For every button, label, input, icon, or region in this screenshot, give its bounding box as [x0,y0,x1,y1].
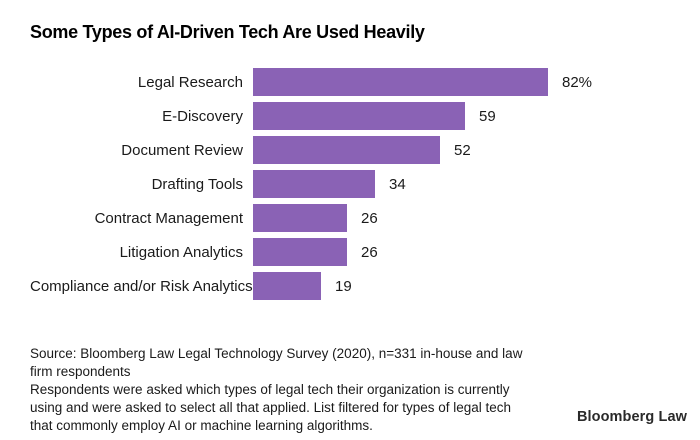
footnote-note-line: Respondents were asked which types of le… [30,382,510,397]
bar [253,204,347,232]
footnote-note-line: that commonly employ AI or machine learn… [30,418,373,433]
bar [253,136,440,164]
bar [253,272,321,300]
bar [253,238,347,266]
value-label: 26 [361,209,378,227]
category-label: Litigation Analytics [119,243,243,261]
bar [253,68,548,96]
category-label: Compliance and/or Risk Analytics [30,277,253,295]
category-label: Contract Management [94,209,243,227]
chart-title: Some Types of AI-Driven Tech Are Used He… [30,22,425,42]
category-label: Drafting Tools [151,175,243,193]
category-label: Document Review [121,141,243,159]
value-label: 52 [454,141,471,159]
source-footnote: Source: Bloomberg Law Legal Technology S… [30,345,575,435]
bar-track: 19 [253,272,680,300]
value-label: 34 [389,175,406,193]
bar-row: Compliance and/or Risk Analytics 19 [30,272,680,300]
bar-track: 26 [253,204,680,232]
bar-row: Contract Management 26 [30,204,680,232]
category-label: Legal Research [137,73,243,91]
bar [253,170,375,198]
bar-row: E-Discovery 59 [30,102,680,130]
bar-track: 52 [253,136,680,164]
footnote-note-line: using and were asked to select all that … [30,400,512,415]
value-label: 59 [479,107,496,125]
bloomberg-law-logo: Bloomberg Law [576,409,687,425]
category-label: E-Discovery [162,107,243,125]
bar-row: Legal Research 82% [30,68,680,96]
bar-row: Document Review 52 [30,136,680,164]
bar-chart: Legal Research 82% E-Discovery 59 Document R… [30,68,680,306]
footnote-source-line: Source: Bloomberg Law Legal Technology S… [30,346,523,361]
bar-row: Litigation Analytics 26 [30,238,680,266]
bar-track: 26 [253,238,680,266]
bar-track: 59 [253,102,680,130]
value-label: 82% [562,73,593,91]
bar [253,102,465,130]
bar-row: Drafting Tools 34 [30,170,680,198]
bar-track: 82% [253,68,680,96]
footnote-source-line: firm respondents [30,364,131,379]
value-label: 26 [361,243,378,261]
value-label: 19 [335,277,352,295]
bar-track: 34 [253,170,680,198]
